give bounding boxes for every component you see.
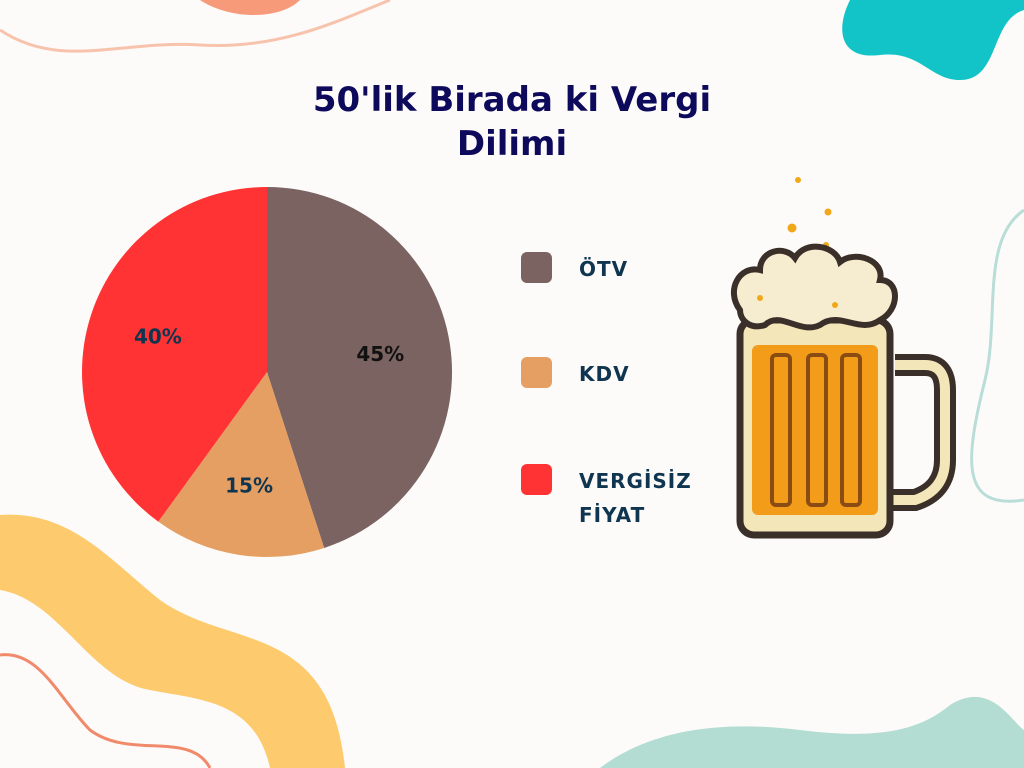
legend-swatch [521,252,552,283]
legend-label: ÖTV [579,257,629,281]
pie-slice-1 [158,372,325,557]
legend-label: VERGİSİZ FİYAT [579,469,692,527]
pie-slice-0 [267,187,452,548]
legend-item-kdv: KDV [521,357,719,391]
legend-item-vergisiz-fiyat: VERGİSİZ FİYAT [521,464,719,532]
chart-title: 50'lik Birada ki Vergi Dilimi [312,80,712,164]
data-label: 15% [225,473,273,497]
legend-swatch [521,464,552,495]
legend-swatch [521,357,552,388]
data-label: 45% [356,342,404,366]
legend-label: KDV [579,362,630,386]
legend-item-otv: ÖTV [521,252,719,286]
data-label: 40% [134,325,182,349]
pie-chart: 45% 15% 40% [81,187,452,557]
beer-mug-icon [731,177,956,539]
pie-slice-2 [81,187,267,522]
